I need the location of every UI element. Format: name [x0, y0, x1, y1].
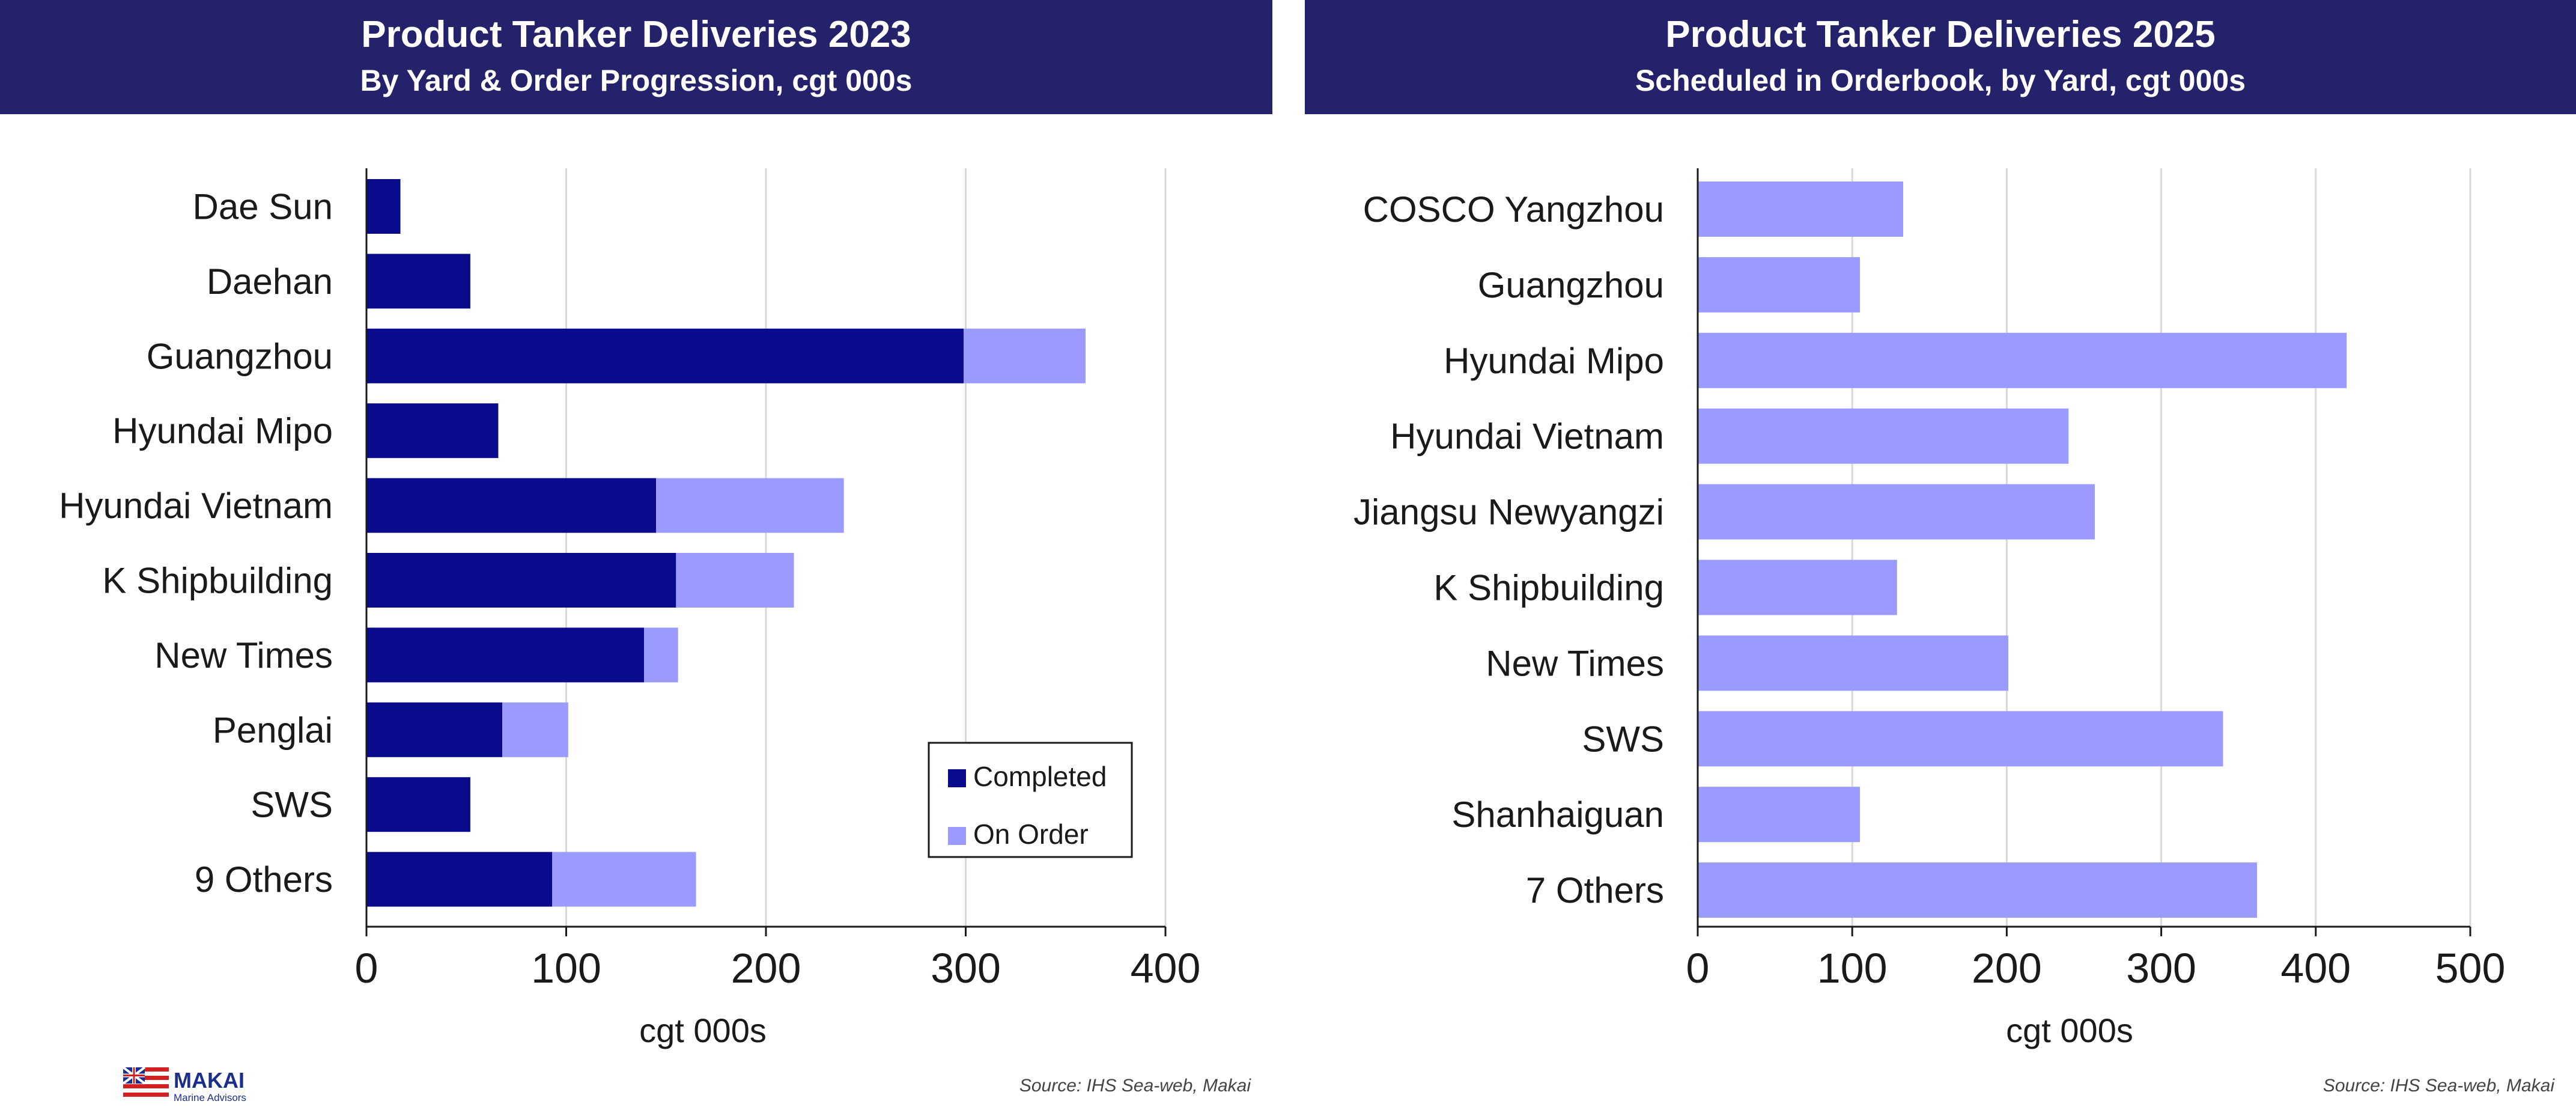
bar-value-2 — [1698, 332, 2347, 388]
legend-label: Completed — [973, 761, 1107, 792]
bar-completed-6 — [366, 627, 645, 683]
x-tick-label: 100 — [531, 945, 601, 992]
bar-completed-5 — [366, 553, 676, 608]
bar-value-6 — [1698, 635, 2008, 691]
makai-logo: MAKAI Marine Advisors — [123, 1066, 246, 1103]
category-label: New Times — [1486, 643, 1664, 683]
category-label: Guangzhou — [1478, 265, 1664, 305]
bar-value-0 — [1698, 181, 1904, 237]
bar-value-1 — [1698, 257, 1861, 313]
category-label: Shanhaiguan — [1451, 794, 1664, 835]
bar-value-3 — [1698, 408, 2069, 464]
bar-on-order-2 — [964, 328, 1086, 383]
bar-on-order-7 — [502, 702, 568, 757]
bar-value-5 — [1698, 560, 1897, 615]
bar-completed-9 — [366, 852, 553, 907]
left-chart-title: Product Tanker Deliveries 2023 — [361, 14, 911, 55]
hawaii-flag-icon — [123, 1066, 169, 1100]
category-label: Hyundai Vietnam — [1390, 416, 1664, 457]
category-label: SWS — [251, 785, 333, 825]
chart-legend: Completed On Order — [928, 742, 1133, 858]
left-source-note: Source: IHS Sea-web, Makai — [1019, 1076, 1251, 1096]
category-label: 7 Others — [1526, 870, 1664, 910]
x-axis-title: cgt 000s — [639, 1011, 767, 1049]
x-tick-label: 400 — [1131, 945, 1201, 992]
right-chart-banner: Product Tanker Deliveries 2025 Scheduled… — [1305, 0, 2576, 114]
category-label: Guangzhou — [147, 336, 333, 376]
logo-name: MAKAI — [174, 1068, 245, 1093]
bar-value-7 — [1698, 711, 2223, 767]
bar-on-order-6 — [644, 627, 678, 683]
bar-completed-2 — [366, 328, 964, 383]
bar-on-order-5 — [676, 553, 794, 608]
category-label: Hyundai Vietnam — [59, 486, 333, 526]
bar-on-order-4 — [656, 478, 844, 533]
bar-completed-8 — [366, 777, 470, 832]
bar-on-order-9 — [552, 852, 696, 907]
category-label: 9 Others — [195, 859, 333, 900]
logo-tagline: Marine Advisors — [174, 1092, 246, 1103]
x-tick-label: 100 — [1817, 945, 1888, 992]
right-chart-subtitle: Scheduled in Orderbook, by Yard, cgt 000… — [1635, 64, 2246, 97]
x-tick-label: 0 — [1686, 945, 1710, 992]
category-label: Dae Sun — [193, 187, 333, 227]
left-chart-panel: Product Tanker Deliveries 2023 By Yard &… — [0, 0, 1272, 1107]
bar-value-4 — [1698, 484, 2095, 540]
category-label: Hyundai Mipo — [112, 411, 333, 451]
bar-completed-0 — [366, 179, 401, 234]
right-source-note: Source: IHS Sea-web, Makai — [2322, 1076, 2554, 1096]
category-label: K Shipbuilding — [1433, 568, 1664, 608]
legend-label: On Order — [973, 819, 1089, 850]
category-label: Jiangsu Newyangzi — [1353, 492, 1664, 532]
bar-completed-4 — [366, 478, 657, 533]
bar-completed-7 — [366, 702, 503, 757]
right-bar-chart: COSCO Yangzhou Guangzhou Hyundai Mipo Hyund… — [1353, 168, 2506, 1049]
right-chart-title: Product Tanker Deliveries 2025 — [1665, 14, 2216, 55]
category-label: New Times — [154, 635, 333, 675]
x-tick-label: 300 — [931, 945, 1001, 992]
legend-swatch-completed — [948, 769, 966, 787]
x-tick-label: 400 — [2280, 945, 2351, 992]
x-tick-label: 0 — [355, 945, 378, 992]
bar-value-8 — [1698, 787, 1861, 843]
left-chart-subtitle: By Yard & Order Progression, cgt 000s — [360, 64, 913, 97]
right-chart-panel: Product Tanker Deliveries 2025 Scheduled… — [1305, 0, 2576, 1107]
category-label: Daehan — [207, 261, 333, 302]
left-bar-chart: Dae Sun Daehan Guangzhou Hyundai Mipo Hyunda… — [59, 168, 1201, 1049]
bar-completed-1 — [366, 254, 470, 309]
x-tick-label: 200 — [731, 945, 801, 992]
left-chart-banner: Product Tanker Deliveries 2023 By Yard &… — [0, 0, 1272, 114]
category-label: K Shipbuilding — [102, 561, 333, 601]
x-tick-label: 200 — [1972, 945, 2042, 992]
legend-swatch-on-order — [948, 827, 966, 845]
x-axis-title: cgt 000s — [2006, 1011, 2133, 1049]
category-label: Penglai — [213, 710, 333, 750]
bar-value-9 — [1698, 862, 2258, 918]
x-tick-label: 500 — [2435, 945, 2506, 992]
category-label: Hyundai Mipo — [1444, 341, 1664, 381]
bar-completed-3 — [366, 403, 499, 459]
category-label: COSCO Yangzhou — [1363, 189, 1664, 230]
x-tick-label: 300 — [2126, 945, 2196, 992]
category-label: SWS — [1582, 719, 1664, 759]
